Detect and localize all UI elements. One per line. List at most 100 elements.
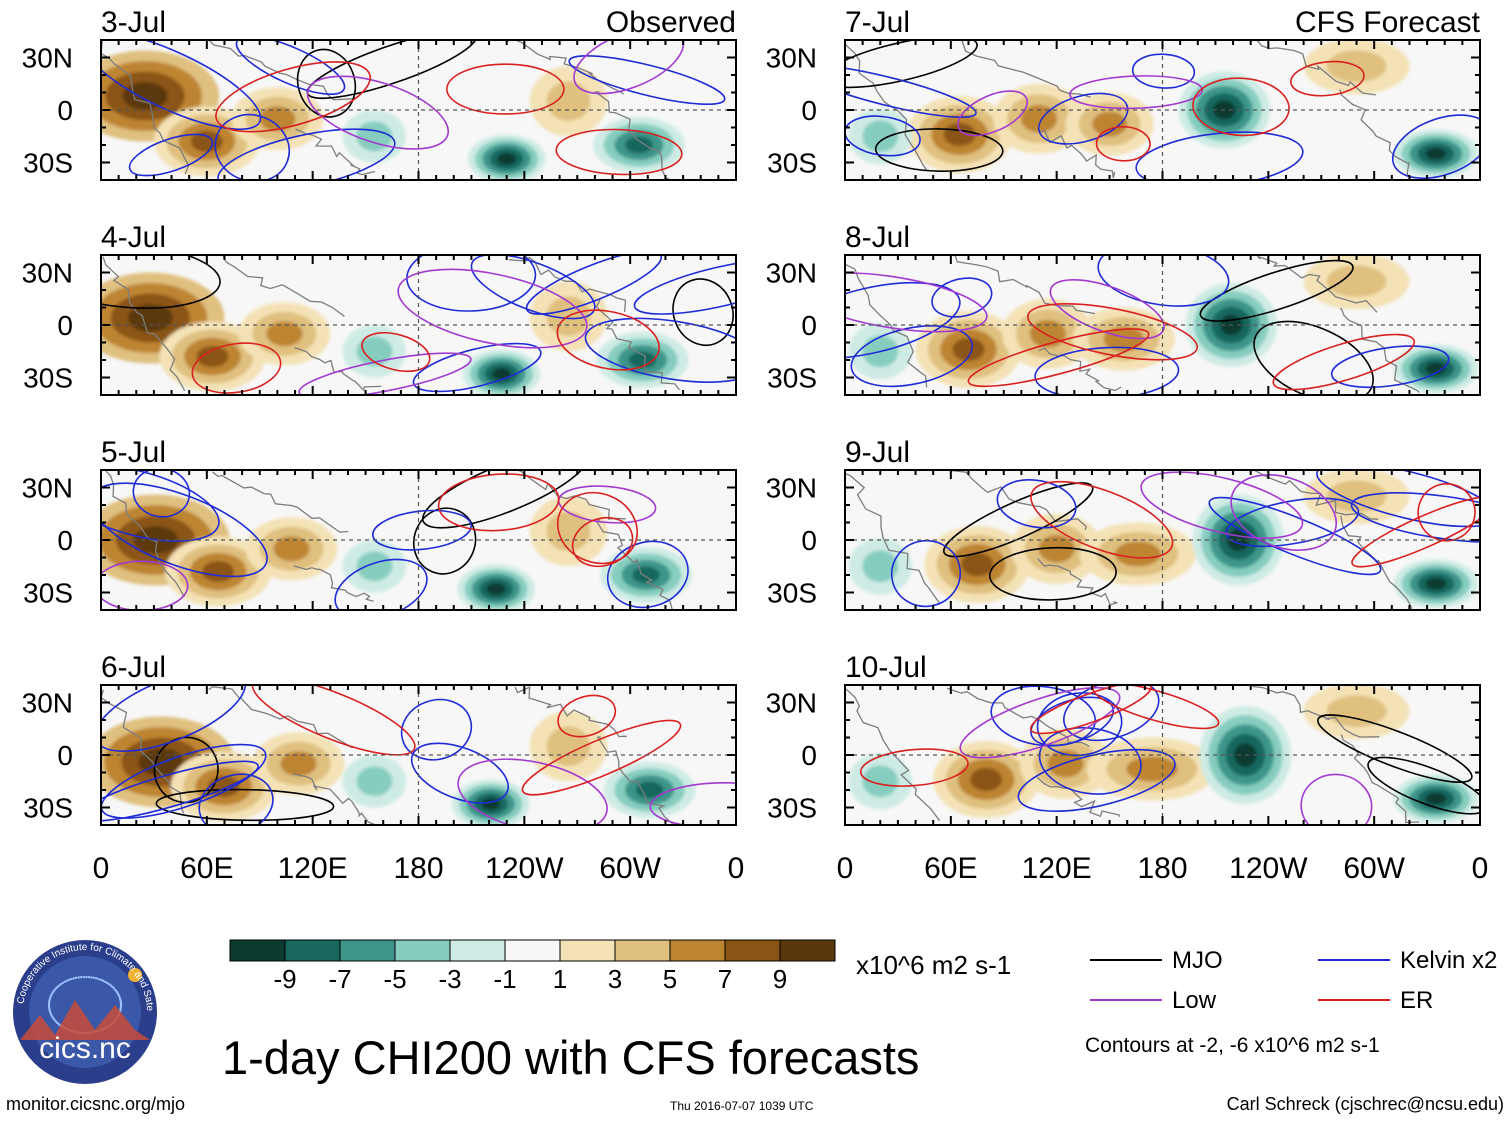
logo-dot [54, 987, 58, 990]
y-tick-label: 30S [23, 148, 73, 179]
anomaly-shading [862, 120, 899, 153]
anomaly-shading [1326, 480, 1387, 513]
panel-date-label: 5-Jul [101, 436, 166, 469]
logo-dot [112, 987, 116, 990]
contour-kelvin-x2 [132, 470, 191, 518]
anomaly-shading [1047, 749, 1084, 778]
colorbar-swatch [229, 939, 286, 962]
contour-mjo [874, 128, 1004, 172]
contour-mjo [1367, 756, 1480, 815]
contour-kelvin-x2 [334, 558, 428, 610]
contour-er [437, 473, 560, 532]
anomaly-shading [628, 351, 657, 369]
anomaly-shading [1425, 577, 1447, 590]
panel-date-label: 7-Jul [845, 6, 910, 39]
anomaly-shading [356, 766, 393, 797]
coastline [1037, 558, 1118, 606]
anomaly-shading [1425, 362, 1447, 375]
contour-kelvin-x2 [1038, 726, 1142, 795]
contour-kelvin-x2 [1350, 492, 1480, 543]
logo-dot [49, 1013, 53, 1016]
logo-dot [54, 1020, 58, 1023]
y-tick-label: 0 [57, 525, 73, 556]
x-tick-label: 0 [728, 852, 745, 885]
coastline [292, 773, 378, 825]
logo-dot [103, 980, 107, 983]
contour-low [101, 560, 189, 610]
coastline [205, 255, 345, 318]
contour-mjo [153, 736, 219, 804]
y-tick-label: 30N [22, 473, 73, 504]
units-label: x10^6 m2 s-1 [856, 950, 1012, 980]
x-tick-label: 120W [485, 852, 564, 885]
logo-dot [82, 975, 85, 979]
y-tick-label: 30S [767, 363, 817, 394]
y-tick-label: 30S [23, 793, 73, 824]
anomaly-shading [625, 136, 653, 154]
anomaly-shading [1029, 319, 1066, 348]
anomaly-shading [356, 336, 393, 367]
colorbar: -9 -7 -5 -3 -1 1 3 5 7 9 [229, 939, 836, 994]
contour-low [845, 272, 988, 333]
contour-kelvin-x2 [198, 773, 274, 825]
contour-note: Contours at -2, -6 x10^6 m2 s-1 [1085, 1034, 1380, 1057]
colorbar-label: -1 [493, 964, 516, 994]
tick-marks [844, 254, 1481, 396]
colorbar-swatch [394, 939, 451, 962]
anomaly-shading [196, 345, 229, 368]
logo-dot [50, 992, 54, 995]
wave-contours [890, 470, 1480, 608]
logo-mountains [20, 1000, 150, 1040]
contour-kelvin-x2 [406, 255, 537, 312]
y-tick-label: 30S [23, 578, 73, 609]
colorbar-swatch [339, 939, 396, 962]
colorbar-label: -9 [273, 964, 296, 994]
contour-er [1290, 60, 1365, 97]
tick-marks [100, 684, 737, 826]
contour-er [446, 63, 565, 115]
contour-kelvin-x2 [101, 40, 262, 131]
colorbar-swatch [284, 939, 341, 962]
colorbar-swatch [614, 939, 671, 962]
contour-kelvin-x2 [372, 509, 472, 551]
figure-title: 1-day CHI200 with CFS forecasts [222, 1031, 920, 1084]
logo-dot [80, 975, 83, 979]
anomaly-shading [280, 751, 317, 777]
anomaly-shading [1326, 695, 1387, 728]
contour-kelvin-x2 [101, 760, 259, 822]
coastlines [845, 685, 1420, 824]
logo-dot [57, 1023, 61, 1026]
coastline [514, 686, 627, 738]
y-tick-label: 30S [767, 148, 817, 179]
coastline [957, 40, 1091, 98]
logo-dot [68, 978, 71, 982]
colorbar-label: 7 [718, 964, 732, 994]
logo-dot [48, 1009, 51, 1013]
logo-dot [70, 977, 73, 981]
anomaly-shading [486, 582, 506, 596]
contour-kelvin-x2 [1030, 696, 1114, 747]
logo-dot [85, 975, 88, 979]
contour-kelvin-x2 [101, 482, 268, 578]
colorbar-label: -7 [328, 964, 351, 994]
logo-dot [109, 984, 113, 987]
contour-kelvin-x2 [1316, 470, 1480, 528]
contour-kelvin-x2 [128, 133, 214, 177]
logo-dot [52, 990, 55, 994]
contour-low [306, 75, 450, 150]
contour-er [1027, 303, 1199, 361]
coastline [596, 736, 675, 825]
contour-mjo [1317, 714, 1473, 783]
tick-marks [100, 469, 737, 611]
tick-marks [844, 684, 1481, 826]
anomaly-shading [122, 82, 168, 110]
logo-dot [50, 1015, 54, 1018]
anomaly-shading [632, 566, 660, 584]
contour-er [215, 61, 372, 133]
anomaly-shading [970, 767, 1003, 792]
logo-dot [119, 1007, 122, 1011]
anomaly-shading [546, 511, 591, 552]
panel-date-label: 4-Jul [101, 221, 166, 254]
coastline [1038, 347, 1122, 392]
logo-dot [119, 1003, 123, 1007]
